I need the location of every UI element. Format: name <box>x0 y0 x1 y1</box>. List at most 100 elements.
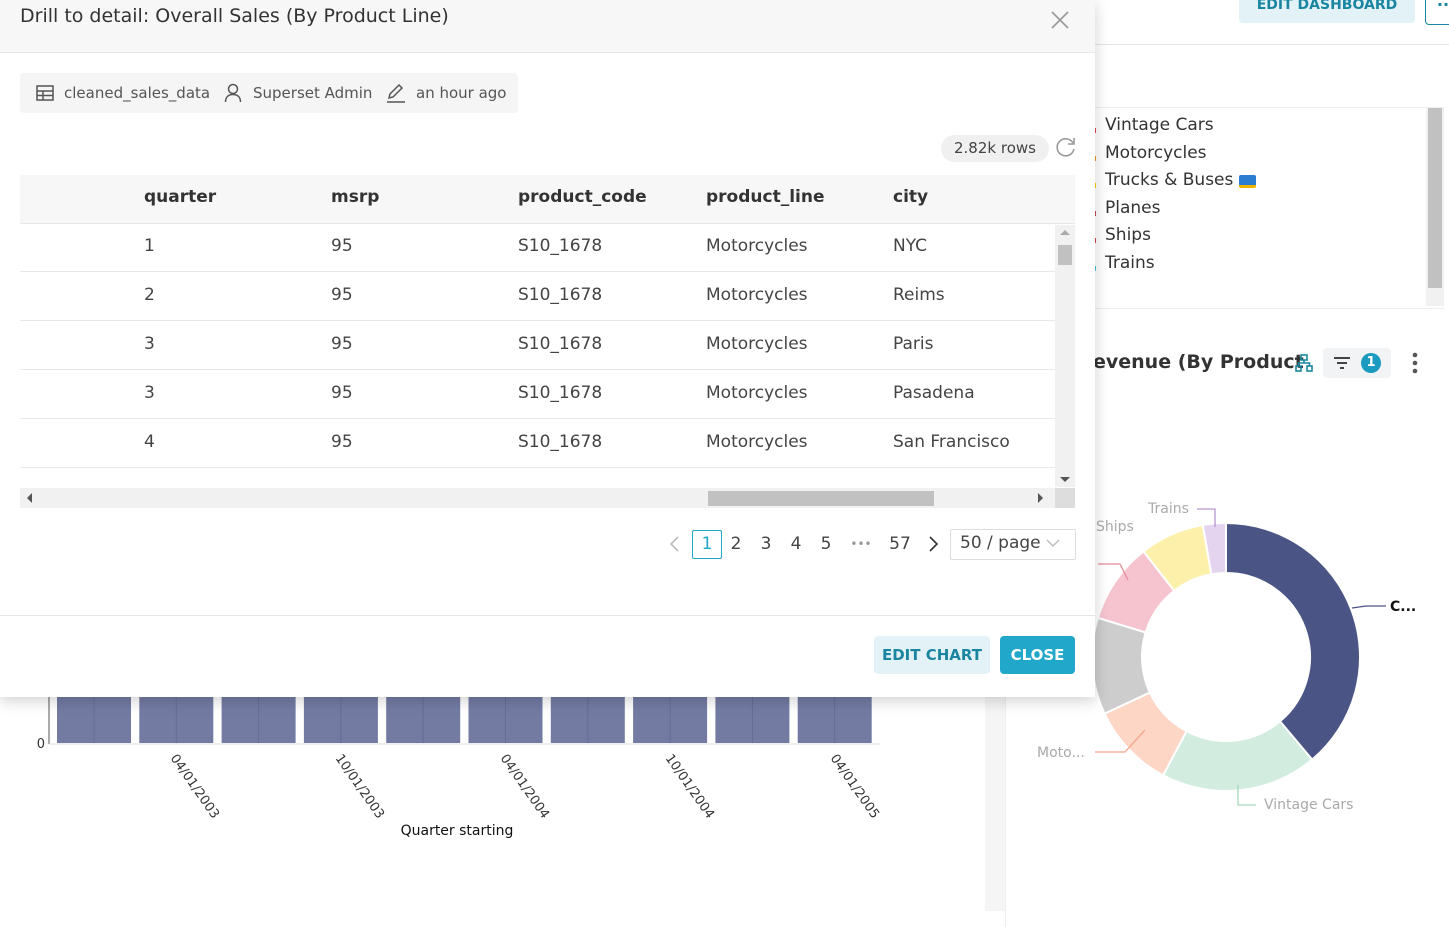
cell: 3 <box>144 334 155 354</box>
cell: Motorcycles <box>706 334 808 354</box>
donut-label: C... <box>1390 599 1416 615</box>
legend-item: Planes <box>1105 197 1161 218</box>
cell: San Francisco <box>893 432 1010 452</box>
row-divider <box>20 418 1055 419</box>
cell: Motorcycles <box>706 236 808 256</box>
modal-header <box>0 0 1095 53</box>
refresh-icon[interactable] <box>1055 137 1077 159</box>
column-header: msrp <box>331 187 380 207</box>
cell: Paris <box>893 334 934 354</box>
cell: Pasadena <box>893 383 975 403</box>
drill-icon <box>1295 354 1313 372</box>
edit-chart-button[interactable]: EDIT CHART <box>874 636 990 674</box>
card-divider <box>985 697 1005 911</box>
donut-label: Ships <box>1096 519 1134 535</box>
page-size: 50 / page <box>960 533 1041 553</box>
row-divider <box>20 369 1055 370</box>
x-tick-label: 04/01/2004 <box>497 752 552 822</box>
menu-icon[interactable] <box>1408 351 1422 375</box>
leader-line <box>1098 563 1129 581</box>
cell: NYC <box>893 236 928 256</box>
column-header: product_line <box>706 187 825 207</box>
dataset-icon <box>36 85 54 101</box>
row-divider <box>20 467 1055 468</box>
bus-icon <box>1239 175 1256 188</box>
page-ellipsis: ••• <box>850 537 872 551</box>
donut-label: Moto... <box>1037 745 1085 761</box>
cell: 4 <box>144 432 155 452</box>
cell: 3 <box>144 383 155 403</box>
row-count: 2.82k rows <box>941 135 1049 162</box>
cell: S10_1678 <box>518 236 603 256</box>
row-divider <box>20 271 1055 272</box>
y-tick-label: 0 <box>37 737 45 752</box>
prev-page[interactable] <box>668 535 682 553</box>
cell: Reims <box>893 285 945 305</box>
page-number[interactable]: 2 <box>730 534 742 554</box>
cell: S10_1678 <box>518 334 603 354</box>
next-page[interactable] <box>926 535 940 553</box>
close-icon[interactable] <box>1050 10 1070 30</box>
x-axis-label: Quarter starting <box>401 823 514 839</box>
donut-slice <box>1225 521 1361 762</box>
donut-slice <box>1201 521 1227 576</box>
more-button[interactable]: ··· <box>1425 0 1449 25</box>
legend-item: Vintage Cars <box>1105 115 1214 135</box>
scrollbar <box>1426 108 1444 306</box>
legend-item: Ships <box>1105 225 1151 245</box>
cell: 1 <box>144 236 155 256</box>
page-size-select[interactable] <box>950 529 1076 560</box>
cell: Motorcycles <box>706 285 808 305</box>
donut-label: Trains <box>1147 501 1189 517</box>
legend-item: Trucks & Buses <box>1105 170 1234 190</box>
dropdown-icon <box>1046 539 1060 547</box>
edit-dashboard-button[interactable]: EDIT DASHBOARD <box>1239 0 1415 23</box>
page-number[interactable]: 5 <box>820 534 832 554</box>
page-number[interactable]: 4 <box>790 534 802 554</box>
legend-item: Trains <box>1105 252 1155 273</box>
cell: Motorcycles <box>706 432 808 452</box>
legend-panel <box>1095 107 1445 309</box>
owner: Superset Admin <box>253 84 373 102</box>
filter-count: 1 <box>1361 353 1381 373</box>
cell: 95 <box>331 383 353 403</box>
bar-chart: 0 04/01/2003 10/01/2003 04/01/2004 10/01/200… <box>37 690 882 839</box>
column-header: quarter <box>144 187 217 207</box>
cell: 95 <box>331 334 353 354</box>
x-tick-label: 10/01/2004 <box>662 752 717 822</box>
page-number[interactable]: 1 <box>692 530 722 559</box>
dataset-name: cleaned_sales_data <box>64 84 211 102</box>
donut-label: Vintage Cars <box>1264 797 1353 813</box>
v-scrollbar <box>1055 225 1075 487</box>
close-button[interactable]: CLOSE <box>1000 636 1075 674</box>
metadata-bar <box>20 73 518 113</box>
cell: 95 <box>331 285 353 305</box>
cell: S10_1678 <box>518 285 603 305</box>
edit-icon <box>387 83 405 103</box>
filter-icon <box>1334 357 1350 369</box>
x-tick-label: 10/01/2003 <box>332 752 387 822</box>
leader-line <box>1197 508 1216 527</box>
modal: Drill to detail: Overall Sales (By Produ… <box>0 0 1095 674</box>
modified: an hour ago <box>416 84 507 102</box>
header-bar <box>1095 44 1449 45</box>
chart-title: evenue (By Product <box>1093 351 1304 373</box>
legend-item: Motorcycles <box>1105 142 1207 163</box>
leader-line <box>1095 729 1146 753</box>
cell: S10_1678 <box>518 432 603 452</box>
page-number[interactable]: 57 <box>889 534 911 554</box>
row-divider <box>20 320 1055 321</box>
h-scrollbar <box>20 488 1075 508</box>
cell: 95 <box>331 236 353 256</box>
donut-chart: Trains Ships C... Moto... Vintage Cars <box>1037 501 1416 813</box>
cell: 2 <box>144 285 155 305</box>
column-header: city <box>893 187 929 207</box>
x-tick-label: 04/01/2005 <box>827 752 882 822</box>
x-tick-label: 04/01/2003 <box>167 752 222 822</box>
cell: S10_1678 <box>518 383 603 403</box>
leader-line <box>1351 605 1386 609</box>
cell: 95 <box>331 432 353 452</box>
page-number[interactable]: 3 <box>760 534 772 554</box>
column-header: product_code <box>518 187 647 207</box>
